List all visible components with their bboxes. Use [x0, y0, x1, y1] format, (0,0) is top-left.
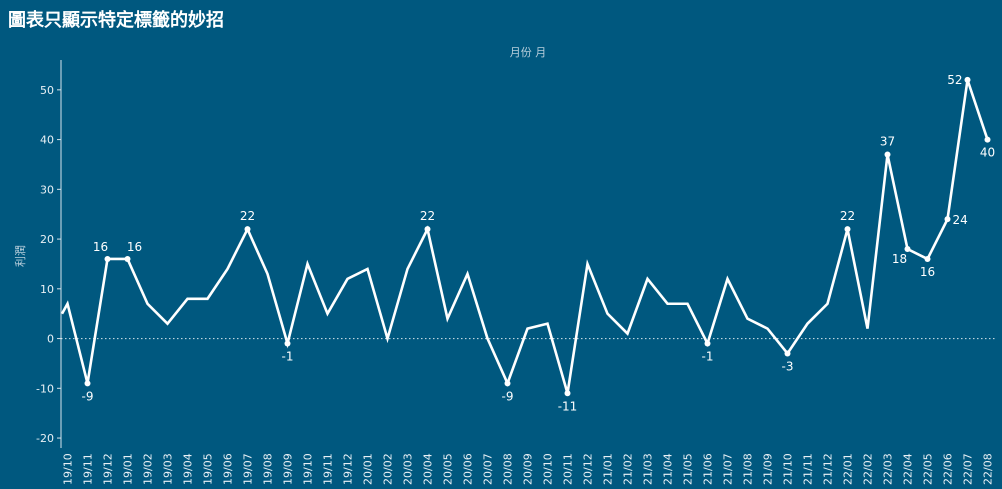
data-label: -11: [558, 399, 578, 413]
chart-title: 圖表只顯示特定標籤的妙招: [8, 10, 224, 31]
x-tick-label: 22/08: [982, 453, 995, 485]
data-label: 22: [420, 209, 435, 223]
data-label: 24: [953, 213, 968, 227]
x-tick-label: 22/03: [882, 453, 895, 485]
x-tick-label: 19/10: [302, 453, 315, 485]
y-tick-label: 30: [40, 183, 54, 196]
data-label: 22: [240, 209, 255, 223]
data-label: 18: [892, 252, 907, 266]
data-point: [844, 226, 851, 233]
x-tick-label: 20/09: [522, 453, 535, 485]
x-tick-label: 20/01: [362, 453, 375, 485]
data-label: 16: [93, 240, 108, 254]
x-tick-label: 20/04: [422, 453, 435, 485]
x-tick-label: 20/07: [482, 453, 495, 485]
data-label: 16: [920, 265, 935, 279]
x-tick-label: 20/03: [402, 453, 415, 485]
x-tick-label: 20/10: [542, 453, 555, 485]
x-tick-label: 21/10: [782, 453, 795, 485]
data-label: -3: [782, 359, 794, 373]
y-tick-label: 50: [40, 84, 54, 97]
data-points: [84, 76, 991, 397]
data-point: [284, 340, 291, 347]
data-point: [944, 216, 951, 223]
x-tick-label: 22/06: [942, 453, 955, 485]
y-tick-label: 0: [47, 333, 54, 346]
x-tick-label: 19/10: [62, 453, 75, 485]
data-point: [984, 136, 991, 143]
x-tick-label: 20/08: [502, 453, 515, 485]
x-tick-label: 19/11: [82, 453, 95, 485]
x-tick-label: 19/09: [282, 453, 295, 485]
y-tick-label: -10: [36, 382, 54, 395]
x-tick-label: 22/07: [962, 453, 975, 485]
x-tick-label: 22/02: [862, 453, 875, 485]
x-tick-label: 20/12: [582, 453, 595, 485]
data-labels: -9 16 16 22 -1 22 -9 -11 -1 -3 22 37 18 16 24 52 40: [82, 73, 996, 413]
y-tick-label: -20: [36, 432, 54, 445]
y-tick-label: 10: [40, 283, 54, 296]
x-tick-label: 19/07: [242, 453, 255, 485]
x-tick-label: 21/12: [822, 453, 835, 485]
data-label: -9: [502, 389, 514, 403]
data-point: [924, 255, 931, 262]
x-tick-label: 21/07: [722, 453, 735, 485]
x-tick-label: 20/05: [442, 453, 455, 485]
x-tick-label: 19/08: [262, 453, 275, 485]
data-point: [964, 76, 971, 83]
series-line: [60, 79, 989, 394]
data-point: [124, 255, 131, 262]
x-tick-label: 19/02: [142, 453, 155, 485]
x-tick-label: 20/11: [562, 453, 575, 485]
x-tick-label: 19/11: [322, 453, 335, 485]
x-tick-label: 19/05: [202, 453, 215, 485]
y-axis: -20 -10 0 10 20 30 40 50: [36, 84, 61, 445]
data-point: [424, 226, 431, 233]
data-label: 52: [947, 73, 962, 87]
x-tick-label: 21/04: [662, 453, 675, 485]
data-label: 37: [880, 135, 895, 149]
data-point: [784, 350, 791, 357]
data-point: [704, 340, 711, 347]
data-label: -9: [82, 389, 94, 403]
x-tick-label: 22/01: [842, 453, 855, 485]
data-label: 40: [980, 146, 995, 160]
data-point: [884, 151, 891, 158]
data-label: -1: [702, 350, 714, 364]
x-tick-label: 21/01: [602, 453, 615, 485]
x-tick-label: 21/05: [682, 453, 695, 485]
x-tick-label: 20/02: [382, 453, 395, 485]
data-point: [904, 246, 911, 253]
x-tick-label: 19/04: [182, 453, 195, 485]
x-tick-label: 21/03: [642, 453, 655, 485]
data-point: [84, 380, 91, 387]
x-tick-label: 19/03: [162, 453, 175, 485]
x-tick-label: 19/01: [122, 453, 135, 485]
x-tick-label: 21/08: [742, 453, 755, 485]
x-tick-label: 21/02: [622, 453, 635, 485]
x-tick-label: 22/05: [922, 453, 935, 485]
x-tick-label: 21/11: [802, 453, 815, 485]
x-tick-label: 20/06: [462, 453, 475, 485]
y-axis-title: 利潤: [14, 245, 27, 267]
data-label: 22: [840, 209, 855, 223]
x-tick-label: 21/09: [762, 453, 775, 485]
data-point: [244, 226, 251, 233]
x-axis: 19/10 19/11 19/12 19/01 19/02 19/03 19/04 19/05…: [62, 453, 995, 485]
x-axis-title: 月份 月: [510, 46, 547, 59]
data-point: [104, 255, 111, 262]
data-label: -1: [282, 350, 294, 364]
data-point: [504, 380, 511, 387]
x-tick-label: 21/06: [702, 453, 715, 485]
data-label: 16: [127, 240, 142, 254]
y-tick-label: 40: [40, 134, 54, 147]
x-tick-label: 22/04: [902, 453, 915, 485]
y-tick-label: 20: [40, 233, 54, 246]
x-tick-label: 19/12: [102, 453, 115, 485]
x-tick-label: 19/06: [222, 453, 235, 485]
data-point: [564, 390, 571, 397]
x-tick-label: 19/12: [342, 453, 355, 485]
